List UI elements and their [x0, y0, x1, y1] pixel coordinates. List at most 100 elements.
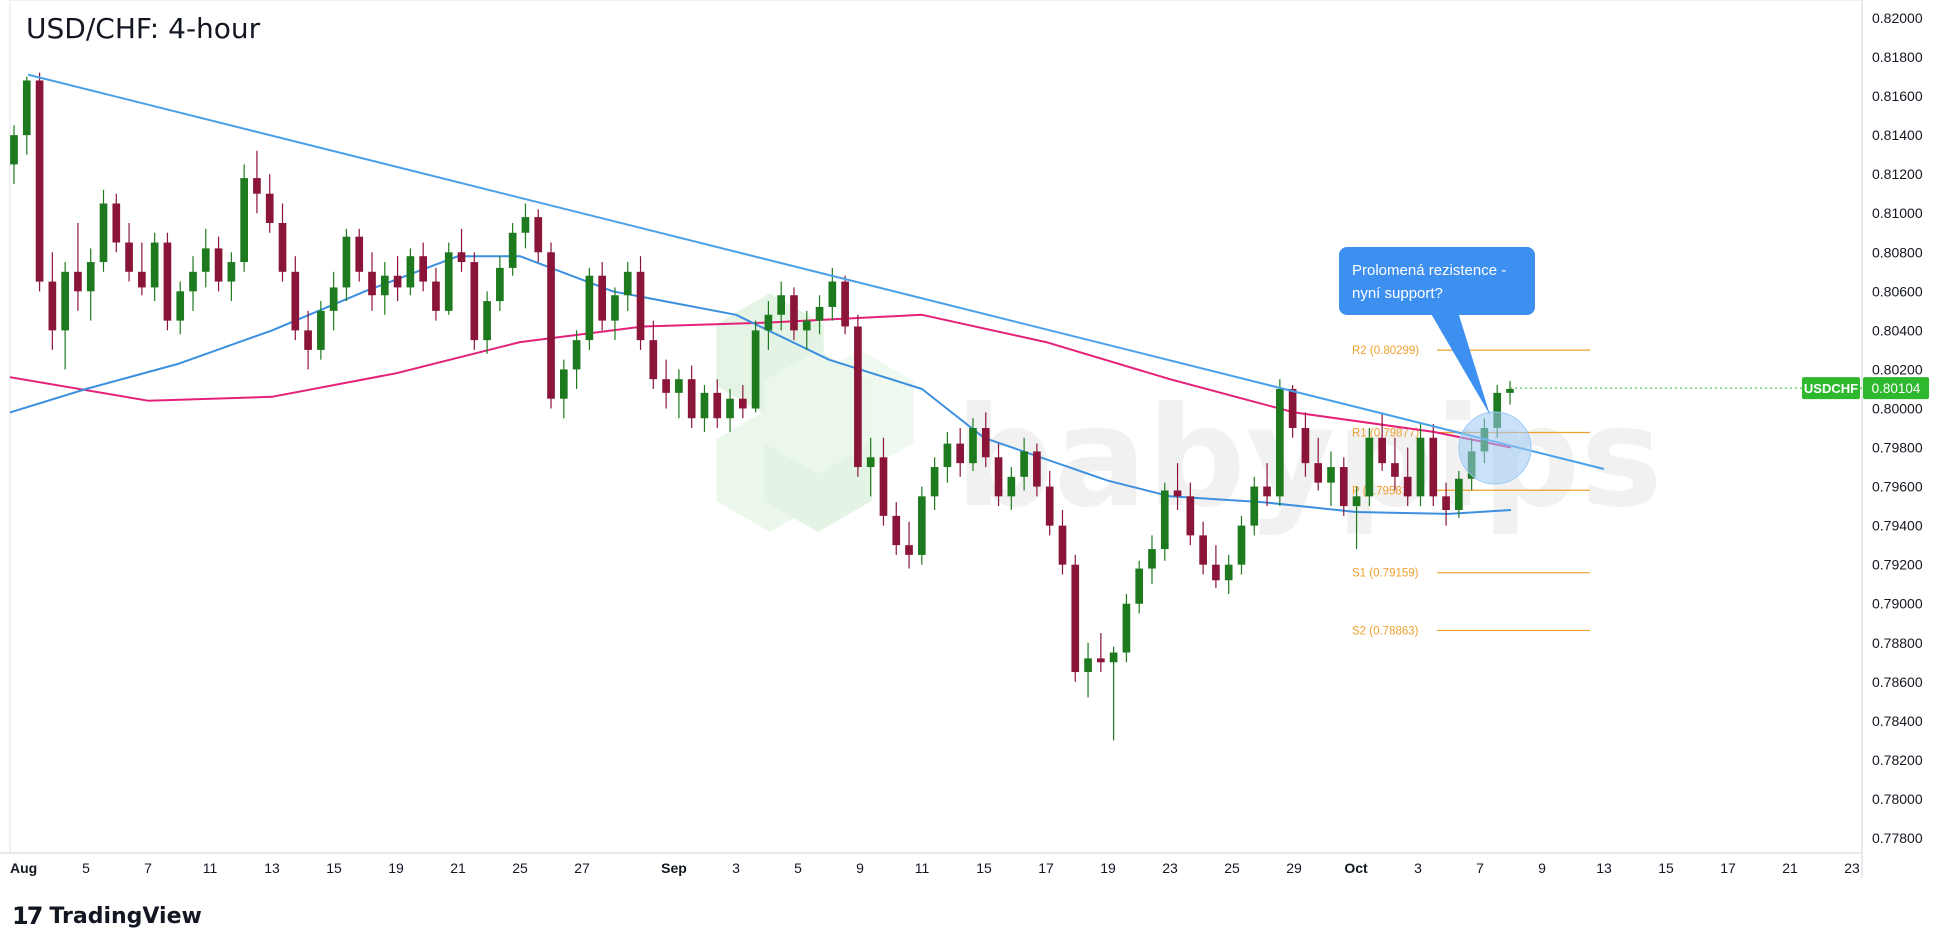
candle-body-down — [163, 242, 172, 321]
x-tick-label: Aug — [10, 860, 37, 876]
candle-body-down — [1212, 564, 1220, 581]
candle-body-up — [22, 80, 31, 136]
candle-body-down — [125, 242, 133, 272]
candle-body-down — [790, 295, 798, 331]
y-tick-label: 0.81400 — [1872, 127, 1923, 143]
x-tick-label: 3 — [732, 860, 740, 876]
x-tick-label: 19 — [1100, 860, 1116, 876]
callout-box — [1339, 247, 1535, 315]
candle-body-down — [291, 271, 300, 331]
watermark: babypips — [716, 293, 1663, 538]
y-tick-label: 0.78400 — [1872, 713, 1923, 729]
candle-body-down — [738, 398, 747, 409]
candle-body-down — [393, 275, 402, 288]
candle-body-up — [342, 236, 351, 288]
candle-body-down — [687, 379, 696, 419]
candle-body-down — [278, 223, 287, 272]
candle-body-down — [1403, 476, 1412, 497]
candle-body-down — [1058, 525, 1067, 565]
y-tick-label: 0.80600 — [1872, 283, 1923, 299]
candle-body-up — [406, 256, 415, 288]
candle-body-down — [879, 457, 888, 516]
candle-body-down — [1429, 437, 1438, 497]
candle-body-up — [1148, 549, 1156, 569]
y-tick-label: 0.81800 — [1872, 49, 1923, 65]
candle-body-up — [496, 267, 504, 302]
candle-body-up — [201, 248, 210, 272]
candle-body-up — [483, 301, 491, 341]
candle-body-down — [138, 271, 146, 288]
candle-body-up — [61, 271, 69, 331]
x-tick-label: Sep — [661, 860, 687, 876]
candle-body-up — [675, 379, 683, 393]
candle-body-up — [10, 135, 18, 165]
x-tick-label: 25 — [512, 860, 528, 876]
candle-body-down — [74, 271, 82, 292]
chart-title: USD/CHF: 4-hour — [26, 12, 261, 45]
tradingview-logo-icon: 17 — [12, 902, 43, 930]
callout-pointer — [1430, 312, 1490, 415]
candle-body-up — [176, 291, 185, 321]
candle-body-up — [240, 178, 248, 263]
candle-body-down — [1199, 535, 1207, 565]
x-tick-label: 21 — [450, 860, 466, 876]
y-tick-label: 0.80800 — [1872, 244, 1923, 260]
candle-body-up — [802, 320, 811, 331]
candle-body-down — [1314, 463, 1323, 483]
candle-body-up — [559, 369, 568, 399]
pivot-label: S1 (0.79159) — [1352, 568, 1419, 580]
candle-body-up — [726, 398, 734, 419]
tradingview-logo[interactable]: 17 TradingView — [12, 902, 202, 930]
x-tick-label: 15 — [1658, 860, 1674, 876]
x-tick-label: 17 — [1720, 860, 1736, 876]
callout-text: nyní support? — [1352, 285, 1443, 302]
candle-body-down — [1097, 658, 1105, 663]
candle-body-down — [892, 515, 901, 546]
candle-body-up — [1135, 568, 1144, 604]
candle-body-up — [444, 252, 453, 311]
x-tick-label: 11 — [915, 860, 930, 876]
plot-area — [9, 0, 1863, 854]
candle-body-up — [751, 330, 760, 409]
candle-body-up — [623, 271, 632, 296]
candle-body-down — [470, 262, 479, 341]
candle-body-up — [1276, 388, 1284, 497]
candle-body-up — [1455, 478, 1463, 510]
candle-body-down — [905, 545, 913, 555]
candle-body-down — [1288, 388, 1297, 428]
candle-body-up — [1250, 486, 1259, 526]
x-tick-label: Oct — [1344, 860, 1368, 876]
symbol-tag — [1802, 377, 1860, 400]
candle-body-up — [380, 275, 389, 296]
candle-body-up — [1020, 451, 1028, 477]
callout-text: Prolomená rezistence - — [1352, 262, 1506, 279]
candle-body-down — [981, 428, 990, 458]
candle-body-down — [1391, 463, 1399, 477]
candle-body-down — [1263, 486, 1271, 497]
x-tick-label: 27 — [574, 860, 590, 876]
symbol-tag-label: USDCHF — [1804, 381, 1858, 396]
candle-body-up — [777, 295, 786, 315]
candle-body-up — [611, 295, 619, 321]
y-tick-label: 0.79000 — [1872, 596, 1923, 612]
candle-body-down — [598, 275, 607, 321]
y-tick-label: 0.80400 — [1872, 322, 1923, 338]
watermark-hexagon — [716, 408, 824, 532]
candle-body-up — [1237, 525, 1246, 565]
candle-body-down — [841, 281, 849, 327]
candle-body-up — [917, 496, 926, 555]
pivot-label: P (0.79581) — [1352, 485, 1412, 497]
candle-body-down — [253, 178, 261, 194]
candle-body-up — [86, 262, 95, 292]
watermark-hexagon — [764, 350, 872, 474]
x-tick-label: 7 — [144, 860, 152, 876]
candle-body-up — [1109, 652, 1118, 663]
candle-body-down — [1378, 437, 1386, 464]
candle-body-down — [534, 217, 543, 253]
candle-body-up — [317, 310, 325, 350]
descending-trendline — [27, 73, 1605, 470]
candle-body-up — [329, 287, 338, 311]
candle-body-down — [547, 252, 555, 399]
